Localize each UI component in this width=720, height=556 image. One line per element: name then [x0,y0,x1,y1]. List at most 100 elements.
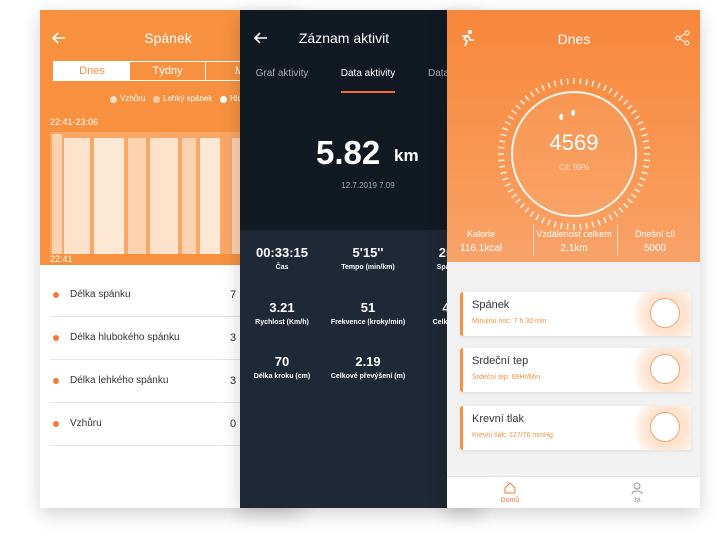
ring-tick [591,221,595,228]
stat-value: 3.21 [269,300,295,315]
card-title: Krevní tlak [472,413,524,425]
ring-tick [524,95,530,101]
ring-tick [613,91,619,98]
stat-value: 5'15'' [352,245,384,260]
divider [617,224,618,256]
summary-label: Dnešní cíl [634,229,676,239]
legend-label: Hlu [230,94,243,103]
row-label: Délka spánku [70,289,131,300]
legend-label: Lehký spánek [163,94,213,103]
ring-tick [642,165,649,168]
legend-label: Vzhůru [120,94,146,103]
activity-header [240,10,480,230]
nav-label[interactable]: Já [633,497,641,504]
ring-tick [579,223,582,230]
ring-tick [529,210,535,217]
ring-tick [602,84,607,91]
tab-underline [341,91,395,93]
ring-tick [597,82,601,89]
stat-label: Tempo (min/km) [341,264,395,271]
ring-tick [622,99,629,106]
profile-icon[interactable] [631,482,643,494]
time-range: 22:41-23:06 [50,117,99,127]
card[interactable]: Srdeční tep Srdeční tep: 69Hr/Min [460,348,691,392]
summary-value: 116.1kcal [459,243,503,254]
stat-value: 4 [442,300,450,315]
tab[interactable]: Týdny [130,62,206,80]
tab[interactable]: Data aktivity [340,68,396,79]
back-icon[interactable] [52,32,66,44]
ring-tick [639,177,646,181]
summary-label: Vzdálenost celkem [536,229,612,239]
ring-tick [507,115,514,120]
ring-tick [641,133,648,137]
run-icon[interactable] [459,29,475,47]
ring-tick [627,104,633,110]
stat-value: 00:33:15 [255,245,309,260]
row-value: 7 [230,289,237,301]
stat-label: Celkový [432,319,460,326]
row-value: 3 [230,375,237,387]
row-label: Vzhůru [70,418,102,429]
ring-tick [511,193,518,199]
ring-tick [608,214,613,221]
ring-tick [507,188,514,193]
stat-value: 70 [274,354,290,369]
card[interactable]: Krevní tlak Krevní tlak: 127/76 mmHg [460,406,691,450]
stat-label: Rychlost (Km/h) [255,319,309,326]
tab[interactable]: M [235,62,244,80]
today-screen: Dnes 4569 Cíl: 99% Kalorie 116.1kcal Vzd… [447,10,700,508]
ring-tick [597,219,601,226]
ring-tick [498,146,505,149]
ring-tick [637,182,644,187]
ring-tick [639,127,646,131]
tab[interactable]: Dnes [54,62,130,80]
card-detail: Minulou noc: 7 h 30 min [472,318,547,325]
row-value: 3 [230,332,237,344]
activity-date: 12.7.2019 7.09 [341,181,395,190]
ring-tick [560,222,563,229]
separator [50,316,290,317]
ring-tick [566,78,569,85]
back-icon[interactable] [254,32,268,44]
ring-tick [630,193,637,199]
ring-tick [618,95,624,101]
ring-tick [634,115,641,120]
ring-tick [641,171,648,175]
ring-tick [591,80,595,87]
ring-tick [511,109,518,115]
tab[interactable]: Graf aktivity [255,68,309,79]
bottom-nav [447,476,700,508]
ring-tick [499,165,506,168]
step-ring [498,78,650,230]
ring-tick [585,79,588,86]
tab[interactable]: Data [428,68,450,79]
ring-tick [499,140,506,143]
separator [50,359,290,360]
ring-tick [504,182,511,187]
distance-value: 5.82 [316,134,381,171]
card-icon [650,298,680,328]
steps-value: 4569 [549,130,599,155]
legend-dot [220,96,227,103]
ring-tick [500,133,507,137]
activity-screen: Záznam aktivit Graf aktivity Data aktivi… [240,10,480,508]
ring-tick [519,99,526,106]
activity-title: Záznam aktivit [298,30,390,46]
ring-tick [622,202,629,209]
ring-tick [643,146,650,149]
chart-start: 22:41 [50,254,73,264]
legend-dot [153,96,160,103]
nav-label[interactable]: Domů [500,497,520,504]
home-icon[interactable] [504,482,516,494]
card[interactable]: Spánek Minulou noc: 7 h 30 min [460,292,691,336]
ring-tick [519,202,526,209]
ring-tick [566,223,569,230]
sleep-chart [50,132,250,254]
ring-tick [608,87,613,94]
ring-tick [579,78,582,85]
ring-tick [585,222,588,229]
share-icon[interactable] [675,30,690,46]
ring-tick [529,91,535,98]
